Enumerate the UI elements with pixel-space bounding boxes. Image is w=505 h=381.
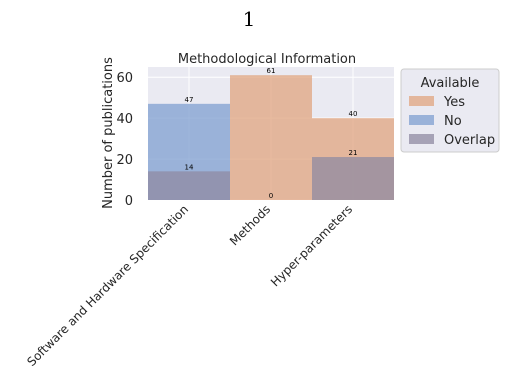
x-tick-label: Methods (227, 202, 273, 248)
legend: Available Yes No Overlap (400, 68, 500, 153)
y-tick-label: 20 (116, 153, 133, 168)
bar-overlap (312, 157, 394, 200)
y-tick-label: 60 (116, 71, 133, 86)
legend-items: Yes No Overlap (409, 95, 495, 148)
y-tick-label: 0 (125, 194, 133, 209)
legend-label: Yes (443, 95, 465, 110)
bar-yes (230, 75, 312, 200)
y-tick-labels: 0 20 40 60 (116, 71, 133, 209)
legend-label: Overlap (444, 133, 495, 148)
bar-overlap (148, 171, 230, 200)
data-labels: 47 14 61 0 40 21 (185, 67, 358, 200)
legend-box (400, 68, 500, 153)
legend-title: Available (421, 76, 480, 91)
data-label: 47 (185, 96, 194, 104)
legend-swatch (409, 96, 434, 106)
data-label: 0 (269, 192, 273, 200)
data-label: 21 (349, 149, 358, 157)
data-label: 61 (267, 67, 276, 75)
x-tick-labels: Software and Hardware Specification Metho… (24, 202, 355, 369)
y-axis-label: Number of publications (101, 57, 116, 209)
chart-title: Methodological Information (178, 52, 356, 67)
data-label: 14 (185, 163, 194, 171)
legend-swatch (409, 115, 434, 125)
legend-label: No (444, 114, 462, 129)
page-number: 1 (243, 7, 256, 31)
y-tick-label: 40 (116, 112, 133, 127)
bars (148, 75, 394, 200)
data-label: 40 (349, 110, 358, 118)
x-tick-label: Hyper-parameters (268, 202, 355, 289)
legend-swatch (409, 134, 434, 144)
x-tick-label: Software and Hardware Specification (24, 202, 191, 369)
